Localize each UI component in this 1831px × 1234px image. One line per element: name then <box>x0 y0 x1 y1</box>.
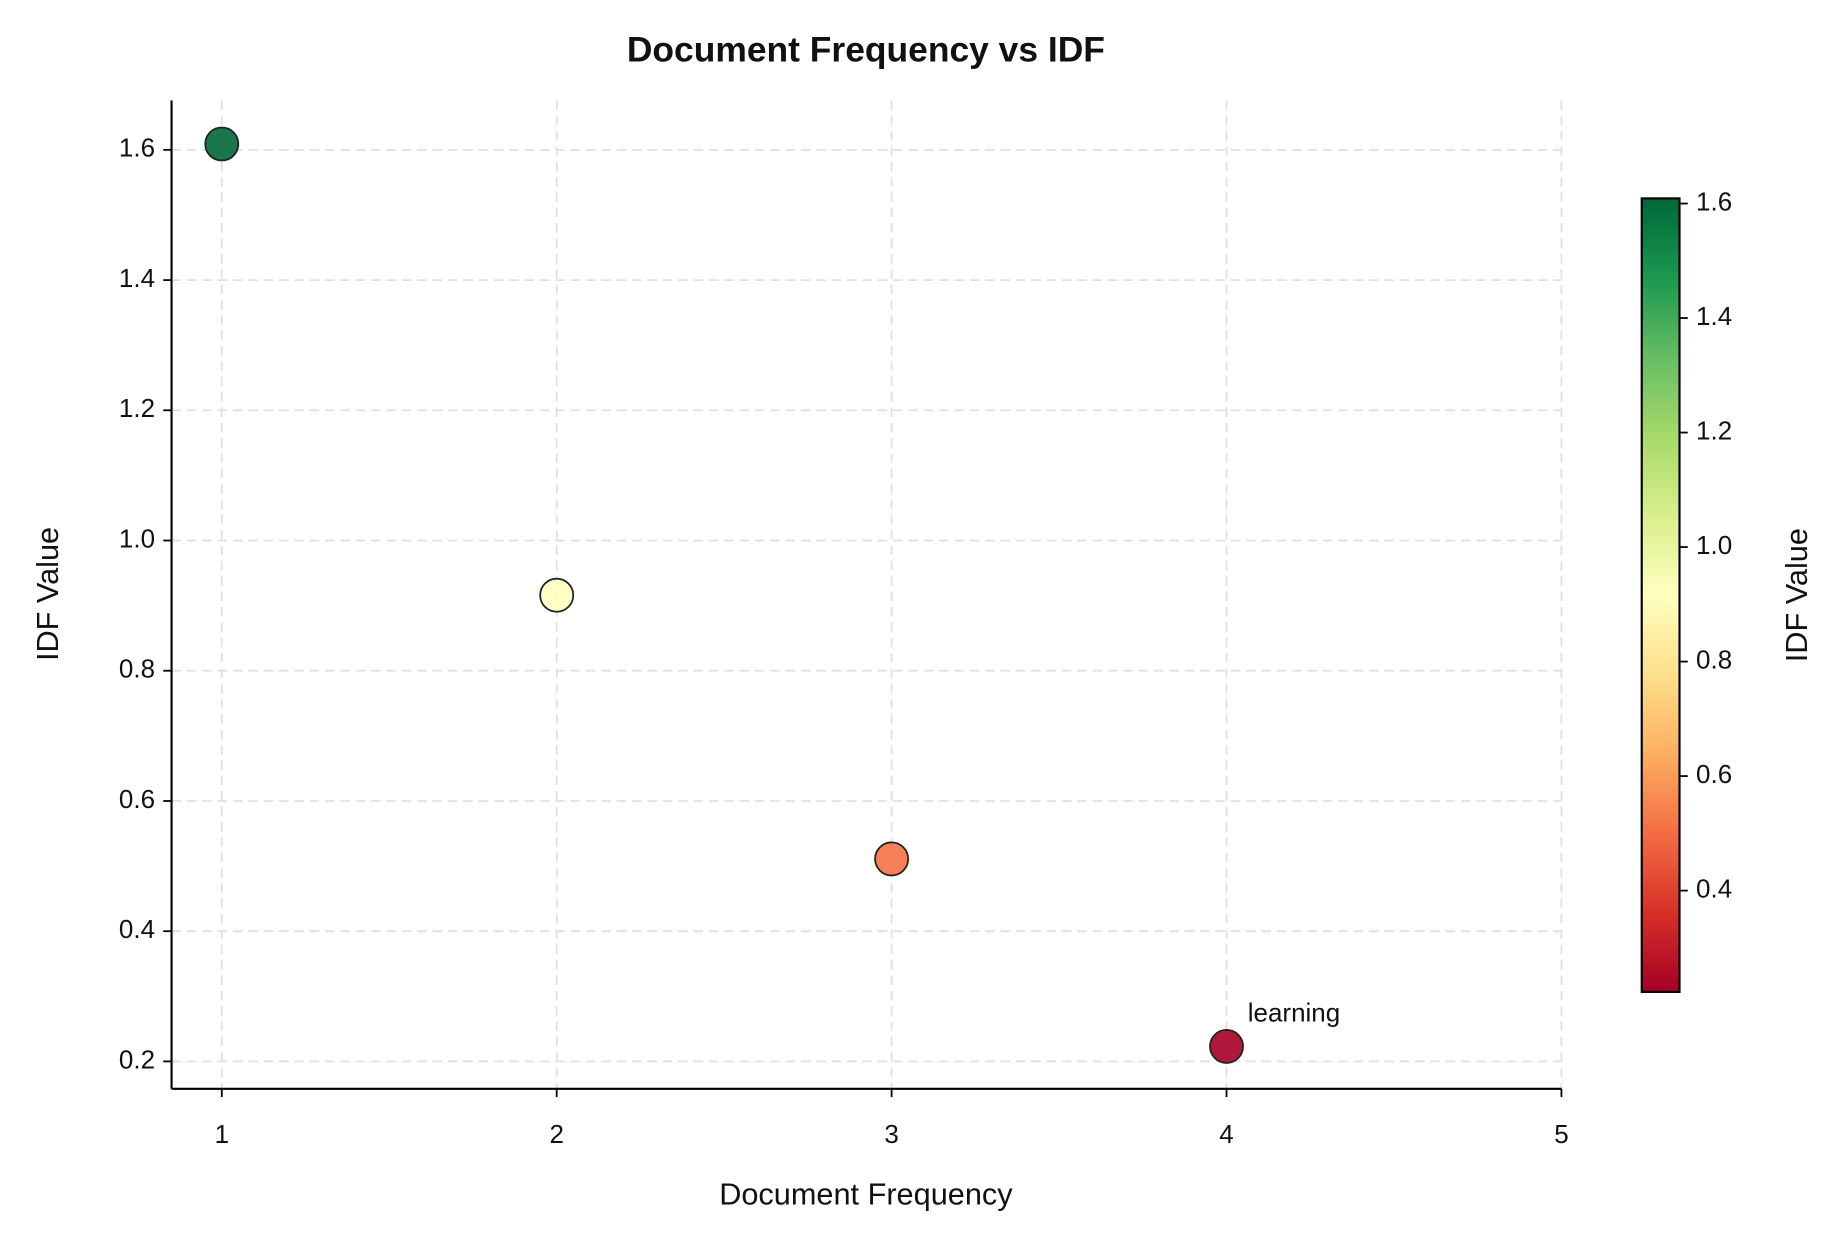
colorbar-tick-label: 1.2 <box>1696 415 1732 445</box>
x-tick-label: 2 <box>549 1119 563 1149</box>
point <box>539 577 575 613</box>
x-tick-label: 3 <box>884 1119 898 1149</box>
y-tick-label: 1.6 <box>119 133 155 163</box>
chart-title: Document Frequency vs IDF <box>627 29 1105 69</box>
y-tick-label: 1.0 <box>119 523 155 553</box>
point-label: learning <box>1248 997 1340 1027</box>
colorbar-tick-label: 1.0 <box>1696 530 1732 560</box>
y-tick-label: 0.6 <box>119 784 155 814</box>
colorbar-label: IDF Value <box>1779 528 1814 662</box>
y-tick-label: 0.8 <box>119 654 155 684</box>
x-axis-label: Document Frequency <box>719 1176 1013 1211</box>
colorbar-tick-label: 1.6 <box>1696 186 1732 216</box>
x-tick-label: 5 <box>1554 1119 1568 1149</box>
colorbar <box>1640 197 1681 993</box>
point <box>204 126 240 162</box>
point <box>1209 1029 1244 1064</box>
y-tick-label: 0.2 <box>119 1044 155 1074</box>
y-tick-label: 1.4 <box>119 263 155 293</box>
y-tick-label: 0.4 <box>119 914 155 944</box>
x-tick-label: 1 <box>215 1119 229 1149</box>
colorbar-tick-label: 0.4 <box>1696 873 1732 903</box>
x-tick-label: 4 <box>1219 1119 1233 1149</box>
colorbar-tick-label: 1.4 <box>1696 301 1732 331</box>
y-axis-label: IDF Value <box>30 527 65 661</box>
colorbar-tick-label: 0.6 <box>1696 759 1732 789</box>
point <box>874 841 910 877</box>
y-tick-label: 1.2 <box>119 393 155 423</box>
colorbar-tick-label: 0.8 <box>1696 644 1732 674</box>
